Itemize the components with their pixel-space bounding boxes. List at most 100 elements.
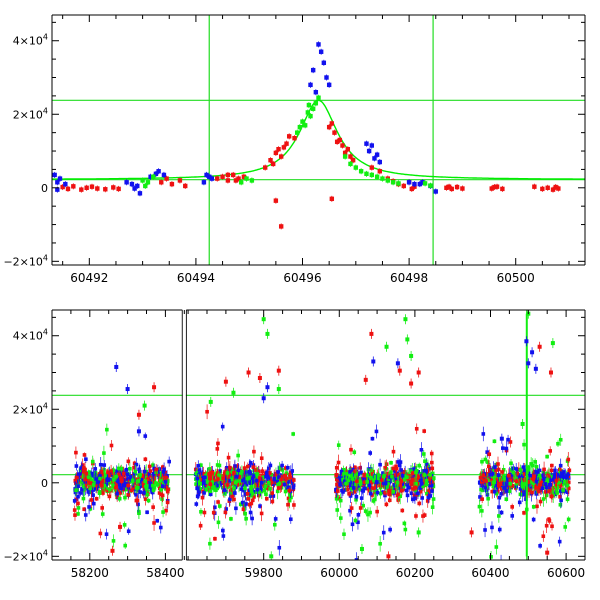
- season-data-point: [227, 478, 231, 483]
- season-data-point: [523, 489, 527, 494]
- data-point: [215, 176, 220, 181]
- season-data-point: [548, 478, 553, 483]
- season-data-point: [423, 459, 427, 464]
- season-data-point: [140, 475, 144, 480]
- season-data-point: [126, 459, 131, 464]
- data-point: [263, 165, 268, 170]
- season-data-point: [494, 491, 499, 496]
- season-data-point: [403, 527, 408, 532]
- season-data-point: [494, 483, 499, 488]
- season-data-point: [548, 449, 553, 453]
- season-data-point: [123, 495, 127, 500]
- data-point: [273, 150, 279, 156]
- season-data-point: [411, 487, 415, 491]
- season-data-point: [137, 469, 142, 474]
- season-data-point: [348, 470, 352, 474]
- season-data-point: [194, 471, 199, 476]
- data-point: [348, 154, 353, 159]
- outlier-point: [152, 385, 157, 390]
- season-data-point: [483, 457, 488, 462]
- season-data-point: [84, 457, 88, 462]
- season-data-point: [122, 483, 127, 488]
- season-data-point: [519, 474, 523, 478]
- season-data-point: [424, 478, 429, 483]
- season-data-point: [559, 498, 563, 503]
- season-data-point: [368, 451, 373, 455]
- season-data-point: [115, 479, 120, 483]
- season-data-point: [502, 486, 506, 490]
- season-data-point: [486, 460, 490, 464]
- season-data-point: [242, 488, 246, 493]
- season-data-point: [154, 481, 158, 485]
- season-data-point: [392, 483, 397, 487]
- season-data-point: [259, 511, 264, 516]
- season-data-point: [557, 480, 561, 485]
- season-data-point: [113, 485, 118, 490]
- season-data-point: [340, 488, 344, 493]
- data-point: [406, 180, 412, 185]
- season-data-point: [566, 517, 571, 522]
- season-data-point: [522, 511, 526, 515]
- season-data-point: [134, 498, 139, 503]
- season-data-point: [221, 476, 225, 481]
- season-data-point: [82, 469, 86, 474]
- season-data-point: [492, 489, 497, 494]
- season-data-point: [384, 502, 389, 507]
- season-data-point: [164, 475, 168, 480]
- season-data-point: [552, 474, 557, 478]
- season-data-point: [248, 510, 253, 515]
- season-data-point: [335, 482, 339, 487]
- season-data-point: [387, 489, 392, 493]
- season-data-point: [507, 473, 511, 478]
- outlier-point: [142, 403, 147, 408]
- season-data-point: [109, 469, 113, 473]
- season-data-point: [547, 482, 552, 487]
- season-data-point: [532, 474, 536, 479]
- season-data-point: [276, 470, 280, 474]
- season-data-point: [111, 539, 116, 543]
- season-data-point: [200, 495, 205, 500]
- season-data-point: [362, 472, 366, 477]
- season-data-point: [360, 488, 365, 493]
- season-data-point: [143, 457, 148, 462]
- data-point: [84, 185, 89, 190]
- season-data-point: [159, 487, 163, 492]
- season-data-point: [402, 521, 407, 526]
- season-data-point: [284, 476, 289, 481]
- season-data-point: [195, 494, 200, 499]
- outlier-point: [530, 350, 535, 355]
- data-point: [220, 174, 225, 179]
- x-tick-label: 59800: [245, 566, 283, 580]
- data-point: [231, 172, 236, 178]
- season-data-point: [336, 489, 340, 493]
- season-data-point: [394, 466, 399, 471]
- data-point: [268, 158, 273, 163]
- season-data-point: [201, 472, 206, 476]
- data-point: [494, 184, 500, 189]
- season-data-point: [541, 497, 546, 501]
- season-data-point: [345, 487, 350, 492]
- data-point: [159, 180, 164, 185]
- season-data-point: [246, 464, 250, 469]
- season-data-point: [161, 470, 166, 474]
- season-data-point: [365, 480, 370, 484]
- season-data-point: [545, 454, 549, 459]
- season-data-point: [225, 483, 230, 487]
- season-data-point: [504, 489, 509, 493]
- season-data-point: [233, 464, 237, 468]
- season-data-point: [391, 490, 396, 494]
- season-data-point: [252, 495, 256, 499]
- season-data-point: [485, 483, 490, 487]
- season-data-point: [255, 487, 260, 492]
- season-data-point: [347, 492, 351, 496]
- season-data-point: [264, 496, 269, 501]
- season-data-point: [250, 477, 254, 481]
- season-data-point: [359, 470, 363, 475]
- season-data-point: [419, 478, 423, 482]
- season-data-point: [115, 491, 119, 496]
- season-data-point: [152, 476, 157, 481]
- season-data-point: [128, 466, 132, 471]
- season-data-point: [94, 477, 98, 481]
- season-data-point: [72, 499, 77, 503]
